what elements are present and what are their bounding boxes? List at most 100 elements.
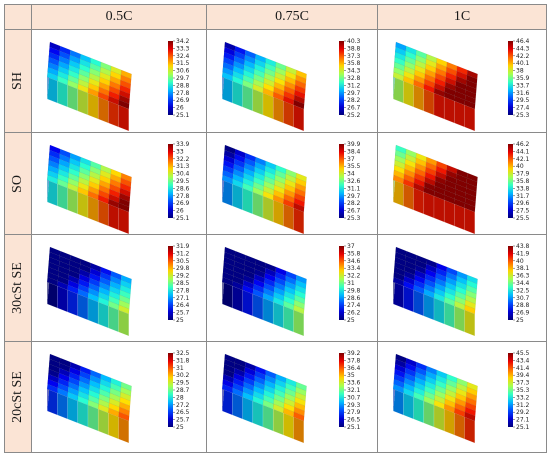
colorbar-tick-label: 27.9 <box>347 409 361 416</box>
front-cell <box>403 80 414 108</box>
colorbar-tick-label: 25.1 <box>176 215 190 222</box>
column-header-0.75c: 0.75C <box>206 4 378 30</box>
temperature-plot: 45.543.441.439.437.335.333.231.229.227.1… <box>392 350 530 444</box>
panel-1-2: 46.2 44.1 42.1 40 37.9 35.8 33.8 31.7 29.6 27.5 25… <box>377 132 547 235</box>
front-cell <box>97 199 109 227</box>
colorbar-tick-label: 25.3 <box>347 215 361 222</box>
colorbar-tick-label: 26.9 <box>176 97 190 104</box>
front-cell <box>87 92 99 120</box>
colorbar-tick-label: 31.2 <box>176 250 190 257</box>
colorbar <box>339 41 344 115</box>
colorbar-tick-label: 32.5 <box>516 287 530 294</box>
front-cell <box>403 285 414 313</box>
front-cell <box>262 195 274 223</box>
top-cell <box>293 411 305 422</box>
front-cell <box>87 297 99 325</box>
colorbar-tick-label: 26.7 <box>347 105 361 112</box>
front-cell <box>97 96 109 124</box>
colorbar-tick-label: 37.3 <box>516 380 530 387</box>
front-cell <box>242 84 253 112</box>
colorbar-tick-label: 31 <box>176 365 184 372</box>
colorbar-tick-label: 40.3 <box>347 38 361 45</box>
front-cell <box>252 191 264 219</box>
front-cell <box>232 80 243 108</box>
colorbar-tick-label: 32.1 <box>347 387 361 394</box>
row-header-sh: SH <box>4 29 32 133</box>
top-cell <box>293 202 305 213</box>
colorbar-tick-label: 30.7 <box>516 295 530 302</box>
front-cell <box>403 392 414 420</box>
top-cell <box>464 304 476 315</box>
row-header-30cst-se: 30cSt SE <box>4 234 32 342</box>
colorbar-tick-label: 26.7 <box>347 208 361 215</box>
front-cell <box>272 301 284 329</box>
front-cell <box>252 400 264 428</box>
corner-header <box>4 4 32 30</box>
colorbar-tick-label: 32.2 <box>176 156 190 163</box>
front-cell <box>118 416 130 444</box>
colorbar-tick-label: 33.6 <box>347 380 361 387</box>
colorbar-tick-label: 31.2 <box>516 402 530 409</box>
colorbar-tick-label: 37 <box>347 156 355 163</box>
colorbar-tick-label: 35 <box>347 372 355 379</box>
colorbar-tick-label: 38.8 <box>347 45 361 52</box>
colorbar-tick-label: 26.9 <box>516 310 530 317</box>
colorbar-tick-label: 32.4 <box>176 53 190 60</box>
front-cell <box>67 187 78 215</box>
front-cell <box>433 195 445 223</box>
front-cell <box>283 203 294 231</box>
panel-2-1: 37 35.8 34.6 33.4 32.2 31 29.8 28.6 27.4 26.2 25 <box>206 234 378 342</box>
colorbar-tick-label: 39.4 <box>516 372 530 379</box>
colorbar-tick-label: 46.2 <box>516 141 530 148</box>
front-cell <box>252 293 264 321</box>
colorbar-tick-label: 29.8 <box>176 265 190 272</box>
colorbar-tick-label: 27.1 <box>516 417 530 424</box>
front-cell <box>454 100 465 128</box>
colorbar-tick-label: 35.8 <box>347 60 361 67</box>
front-cell <box>97 301 109 329</box>
front-cell <box>232 183 243 211</box>
front-cell <box>57 80 68 108</box>
colorbar-tick-label: 26 <box>176 105 184 112</box>
colorbar-tick-label: 39.9 <box>347 141 361 148</box>
front-cell <box>118 207 130 234</box>
colorbar-tick-label: 25.3 <box>516 112 530 119</box>
front-cell <box>293 207 305 234</box>
colorbar-tick-label: 27.4 <box>516 105 530 112</box>
colorbar <box>339 246 344 320</box>
front-cell <box>232 285 243 313</box>
row-label: 20cSt SE <box>10 371 26 423</box>
colorbar-tick-label: 37.8 <box>347 357 361 364</box>
front-cell <box>118 309 130 337</box>
row-label: 30cSt SE <box>10 262 26 314</box>
panel-3-0: 32.5 31.8 31 30.2 29.5 28.7 28 27.2 26.5 25.7 25 <box>31 341 207 453</box>
front-cell <box>293 416 305 444</box>
front-cell <box>283 305 294 333</box>
temperature-plot: 31.931.230.529.829.228.527.827.126.425.7… <box>46 243 190 337</box>
colorbar-tick-label: 37.9 <box>516 171 530 178</box>
front-cell <box>108 305 119 333</box>
row-label: SO <box>10 174 25 193</box>
panel-0-1: 40.3 38.8 37.3 35.8 34.3 32.8 31.2 29.7 28.2 26.7… <box>206 29 378 133</box>
colorbar-tick-label: 35.8 <box>516 178 530 185</box>
colorbar <box>508 41 513 115</box>
front-cell <box>262 404 274 432</box>
front-cell <box>57 285 68 313</box>
panel-2-2: 43.8 41.9 40 38.1 36.3 34.4 32.5 30.7 28.8 26.9 25 <box>377 234 547 342</box>
colorbar-tick-label: 36.3 <box>516 273 530 280</box>
colorbar-tick-label: 44.3 <box>516 45 530 52</box>
colorbar <box>168 353 173 427</box>
colorbar-tick-label: 25 <box>176 424 184 431</box>
colorbar-tick-label: 32.8 <box>347 75 361 82</box>
front-cell <box>77 400 89 428</box>
colorbar-tick-label: 27.8 <box>176 287 190 294</box>
front-cell <box>403 183 414 211</box>
colorbar-tick-label: 25.5 <box>516 215 530 222</box>
colorbar-tick-label: 25.1 <box>516 424 530 431</box>
front-cell <box>464 309 476 337</box>
panel-0-2: 46.4 44.3 42.2 40.1 38 35.9 33.7 31.6 29.5 27.4 25… <box>377 29 547 133</box>
front-cell <box>77 191 89 219</box>
colorbar-tick-label: 37.3 <box>347 53 361 60</box>
front-cell <box>118 104 130 132</box>
colorbar-tick-label: 27.5 <box>516 208 530 215</box>
